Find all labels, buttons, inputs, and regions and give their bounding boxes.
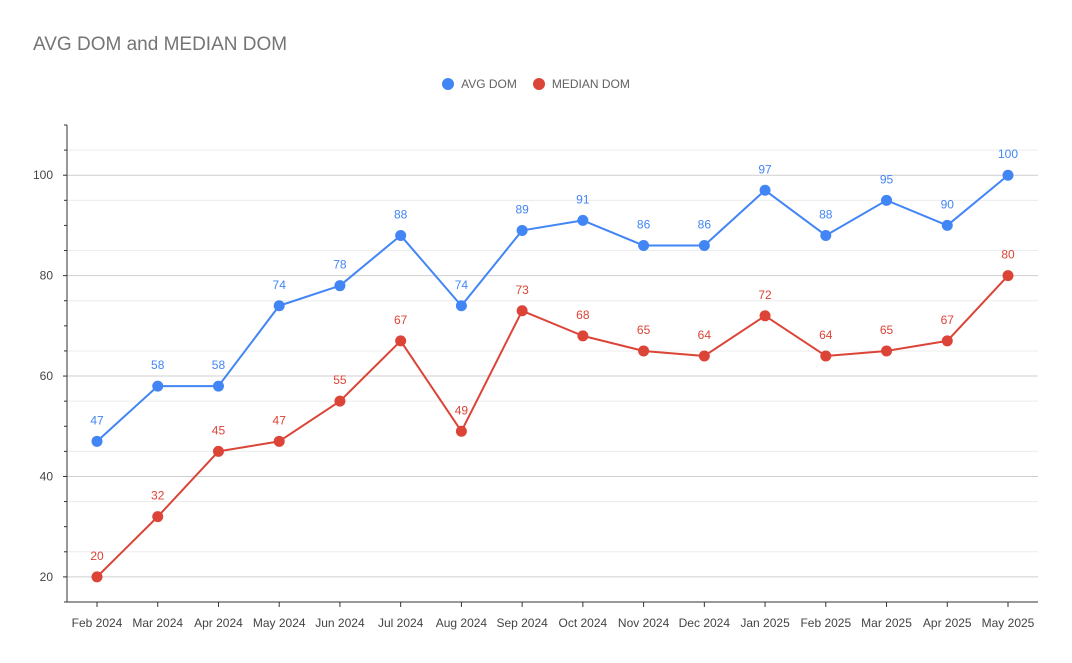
data-point-avg-dom <box>941 219 953 231</box>
x-tick-label: Apr 2024 <box>194 616 243 630</box>
x-tick-label: Nov 2024 <box>618 616 670 630</box>
data-label-avg-dom: 100 <box>998 147 1018 161</box>
data-point-avg-dom <box>759 184 771 196</box>
data-label-avg-dom: 90 <box>941 197 955 211</box>
data-label-median-dom: 68 <box>576 308 590 322</box>
data-point-avg-dom <box>273 300 285 312</box>
x-tick-label: May 2024 <box>253 616 306 630</box>
data-point-median-dom <box>638 345 650 357</box>
data-point-median-dom <box>212 445 224 457</box>
x-tick-label: Dec 2024 <box>679 616 731 630</box>
y-tick-label: 20 <box>40 570 54 584</box>
data-point-median-dom <box>820 350 832 362</box>
data-point-avg-dom <box>91 435 103 447</box>
data-point-avg-dom <box>334 280 346 292</box>
x-tick-label: Oct 2024 <box>559 616 608 630</box>
data-label-median-dom: 80 <box>1001 248 1015 262</box>
legend-swatch-median-dom <box>532 78 545 90</box>
data-label-avg-dom: 89 <box>515 202 529 216</box>
data-label-avg-dom: 74 <box>455 278 469 292</box>
x-tick-label: May 2025 <box>982 616 1035 630</box>
data-label-median-dom: 20 <box>90 549 104 563</box>
data-label-median-dom: 72 <box>758 288 772 302</box>
data-point-median-dom <box>1002 270 1014 282</box>
data-point-avg-dom <box>152 380 164 392</box>
data-point-avg-dom <box>577 214 589 226</box>
legend-item-avg-dom[interactable]: AVG DOM <box>442 77 517 91</box>
data-label-avg-dom: 88 <box>394 207 408 221</box>
series-line-avg-dom <box>96 174 1009 443</box>
data-label-avg-dom: 97 <box>758 162 772 176</box>
data-point-median-dom <box>577 330 589 342</box>
data-label-avg-dom: 86 <box>698 218 712 232</box>
y-tick-label: 100 <box>33 168 53 182</box>
data-point-median-dom <box>334 395 346 407</box>
data-point-avg-dom <box>820 229 832 241</box>
legend-label-avg-dom: AVG DOM <box>461 77 517 91</box>
data-point-median-dom <box>152 511 164 523</box>
data-label-median-dom: 49 <box>455 403 469 417</box>
legend-swatch-avg-dom <box>442 78 455 90</box>
data-label-avg-dom: 47 <box>90 413 104 427</box>
data-point-avg-dom <box>395 229 407 241</box>
data-point-avg-dom <box>698 240 710 252</box>
data-label-median-dom: 55 <box>333 373 347 387</box>
x-tick-label: Mar 2025 <box>861 616 912 630</box>
data-label-avg-dom: 58 <box>151 358 165 372</box>
data-point-median-dom <box>455 425 467 437</box>
x-tick-label: Sep 2024 <box>496 616 548 630</box>
data-point-median-dom <box>273 435 285 447</box>
data-point-median-dom <box>516 305 528 317</box>
data-label-median-dom: 65 <box>880 323 894 337</box>
data-label-avg-dom: 58 <box>212 358 226 372</box>
data-point-median-dom <box>698 350 710 362</box>
data-label-median-dom: 73 <box>515 283 529 297</box>
data-point-avg-dom <box>1002 169 1014 181</box>
data-point-median-dom <box>759 310 771 322</box>
x-tick-label: Feb 2024 <box>72 616 123 630</box>
x-tick-label: Apr 2025 <box>923 616 972 630</box>
legend-label-median-dom: MEDIAN DOM <box>551 77 630 91</box>
y-tick-label: 40 <box>40 469 54 483</box>
x-tick-label: Jun 2024 <box>315 616 365 630</box>
data-label-avg-dom: 74 <box>273 278 287 292</box>
data-point-avg-dom <box>638 240 650 252</box>
data-label-avg-dom: 91 <box>576 192 590 206</box>
data-label-median-dom: 67 <box>394 313 408 327</box>
data-point-avg-dom <box>516 224 528 236</box>
data-label-median-dom: 64 <box>698 328 712 342</box>
x-tick-label: Jan 2025 <box>740 616 790 630</box>
chart-title: AVG DOM and MEDIAN DOM <box>33 34 288 55</box>
data-point-median-dom <box>91 571 103 583</box>
x-tick-label: Feb 2025 <box>800 616 851 630</box>
x-tick-label: Mar 2024 <box>132 616 183 630</box>
y-tick-label: 80 <box>40 269 54 283</box>
data-label-median-dom: 64 <box>819 328 833 342</box>
data-label-median-dom: 65 <box>637 323 651 337</box>
data-label-median-dom: 32 <box>151 489 165 503</box>
data-point-median-dom <box>395 335 407 347</box>
x-tick-label: Jul 2024 <box>378 616 424 630</box>
y-tick-label: 60 <box>40 369 54 383</box>
data-label-avg-dom: 95 <box>880 172 894 186</box>
data-point-median-dom <box>941 335 953 347</box>
data-label-median-dom: 47 <box>273 413 287 427</box>
x-tick-label: Aug 2024 <box>436 616 488 630</box>
legend: AVG DOM MEDIAN DOM <box>0 77 1072 91</box>
data-point-avg-dom <box>455 300 467 312</box>
data-label-avg-dom: 78 <box>333 258 347 272</box>
legend-item-median-dom[interactable]: MEDIAN DOM <box>532 77 630 91</box>
data-label-median-dom: 45 <box>212 423 226 437</box>
data-point-median-dom <box>881 345 893 357</box>
data-label-avg-dom: 86 <box>637 218 651 232</box>
data-point-avg-dom <box>212 380 224 392</box>
data-label-avg-dom: 88 <box>819 207 833 221</box>
series-line-median-dom <box>96 274 1009 578</box>
data-label-median-dom: 67 <box>941 313 955 327</box>
data-point-avg-dom <box>881 194 893 206</box>
